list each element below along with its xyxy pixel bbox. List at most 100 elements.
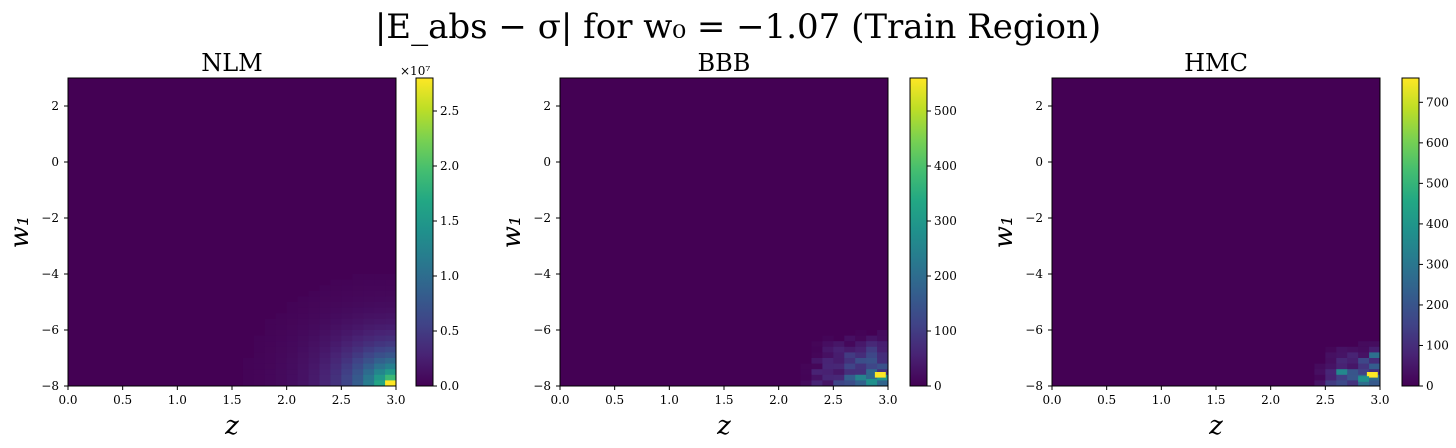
heatmap-cell [1325, 369, 1337, 376]
heatmap-cell [319, 330, 331, 336]
heatmap-cell [352, 307, 364, 314]
colorbar-tick-label: 600 [1426, 136, 1449, 150]
heatmap-cell [352, 358, 364, 364]
heatmap-cell [352, 274, 364, 280]
heatmap-cell [877, 330, 889, 336]
heatmap-cell [1347, 358, 1359, 364]
heatmap-cell [264, 346, 277, 353]
heatmap-cell [1358, 352, 1370, 359]
heatmap-cell [297, 352, 309, 359]
heatmap-cell [319, 285, 331, 292]
heatmap-cell [253, 369, 266, 376]
heatmap-cell [297, 346, 309, 353]
colorbar-tick-label: 1.0 [440, 269, 459, 283]
heatmap-cell [352, 324, 364, 331]
heatmap-cell [385, 380, 397, 387]
x-tick-label: 1.5 [222, 393, 241, 407]
heatmap-cell [822, 335, 834, 342]
heatmap-cell [855, 369, 867, 376]
heatmap-cell [800, 374, 812, 381]
heatmap-cell [308, 374, 320, 381]
heatmap-hot-cell [1358, 376, 1370, 382]
heatmap-cell [297, 380, 309, 387]
heatmap-cell [811, 352, 823, 359]
heatmap-cell [352, 279, 364, 286]
heatmap-cell [264, 352, 277, 359]
heatmap-cell [352, 313, 364, 320]
heatmap-cell [1369, 380, 1381, 387]
heatmap-cell [385, 274, 397, 280]
heatmap-cell [319, 363, 331, 370]
heatmap-cell [319, 369, 331, 376]
heatmap-cell [242, 363, 255, 370]
heatmap-cell [286, 363, 298, 370]
colorbar-tick-label: 100 [1426, 338, 1449, 352]
heatmap-cell [374, 324, 386, 331]
x-tick-label: 0.0 [550, 393, 569, 407]
heatmap-cell [855, 358, 867, 364]
heatmap-cell [341, 285, 353, 292]
x-tick-label: 3.0 [386, 393, 405, 407]
x-tick-label: 1.0 [168, 393, 187, 407]
heatmap-cell [275, 363, 288, 370]
heatmap-cell [275, 330, 288, 336]
y-tick-label: 0 [1035, 155, 1043, 169]
heatmap-cell [877, 358, 889, 364]
heatmap-cell [286, 352, 298, 359]
heatmap-cell [264, 318, 277, 325]
heatmap-cell [264, 330, 277, 336]
heatmap-cell [286, 374, 298, 381]
x-tick-label: 1.5 [1206, 393, 1225, 407]
heatmap-cell [264, 341, 277, 348]
heatmap-cell [866, 374, 878, 381]
heatmap-cell [330, 369, 342, 376]
heatmap-cell [341, 296, 353, 303]
heatmap-cell [297, 374, 309, 381]
heatmap-cell [811, 341, 823, 348]
heatmap-cell [330, 285, 342, 292]
heatmap-cell [352, 318, 364, 325]
heatmap-cell [363, 302, 375, 308]
y-tick-label: −6 [533, 323, 551, 337]
heatmap-cell [308, 296, 320, 303]
heatmap-cell [811, 369, 823, 376]
heatmap-cell [811, 363, 823, 370]
heatmap-cell [1358, 358, 1370, 364]
heatmap-panel-hmc: HMC 0.0 0.5 1.0 1.5 2.0 2.5 3.0 2 0 −2 −4 −6 −8 z w₁ 0 10… [989, 49, 1449, 441]
heatmap-cell [1358, 380, 1370, 387]
heatmap-cell [341, 363, 353, 370]
heatmap-cell [866, 335, 878, 342]
heatmap-cell [297, 335, 309, 342]
heatmap-cell [374, 279, 386, 286]
heatmap-cell [286, 313, 298, 320]
heatmap-cell [877, 374, 889, 381]
heatmap-cell [833, 346, 845, 353]
heatmap-cell [844, 363, 856, 370]
colorbar [415, 77, 434, 387]
heatmap-background [560, 78, 888, 386]
heatmap-cell [341, 330, 353, 336]
heatmap-cell [330, 302, 342, 308]
heatmap-cell [352, 290, 364, 297]
heatmap-cell [308, 363, 320, 370]
heatmap-cell [1336, 374, 1348, 381]
heatmap-cell [275, 341, 288, 348]
colorbar-tick-label: 400 [1426, 217, 1449, 231]
x-tick-label: 2.0 [1261, 393, 1280, 407]
heatmap-panel-nlm: NLM 0.0 0.5 1.0 1.5 2.0 2.5 3.0 2 0 −2 −4 −6 −8 z w₁ 0.0… [5, 49, 459, 441]
heatmap-cell [385, 296, 397, 303]
heatmap-cell [811, 380, 823, 387]
heatmap-cell [374, 369, 386, 376]
heatmap-cell [264, 324, 277, 331]
heatmap-cell [297, 341, 309, 348]
heatmap-cell [330, 290, 342, 297]
heatmap-cell [385, 279, 397, 286]
heatmap-cell [1347, 374, 1359, 381]
heatmap-cell [286, 380, 298, 387]
heatmap-cell [319, 290, 331, 297]
heatmap-cell [1336, 346, 1348, 353]
colorbar-tick-label: 200 [934, 269, 957, 283]
heatmap-cell [352, 380, 364, 387]
heatmap-cell [308, 313, 320, 320]
colorbar-tick-label: 500 [1426, 176, 1449, 190]
